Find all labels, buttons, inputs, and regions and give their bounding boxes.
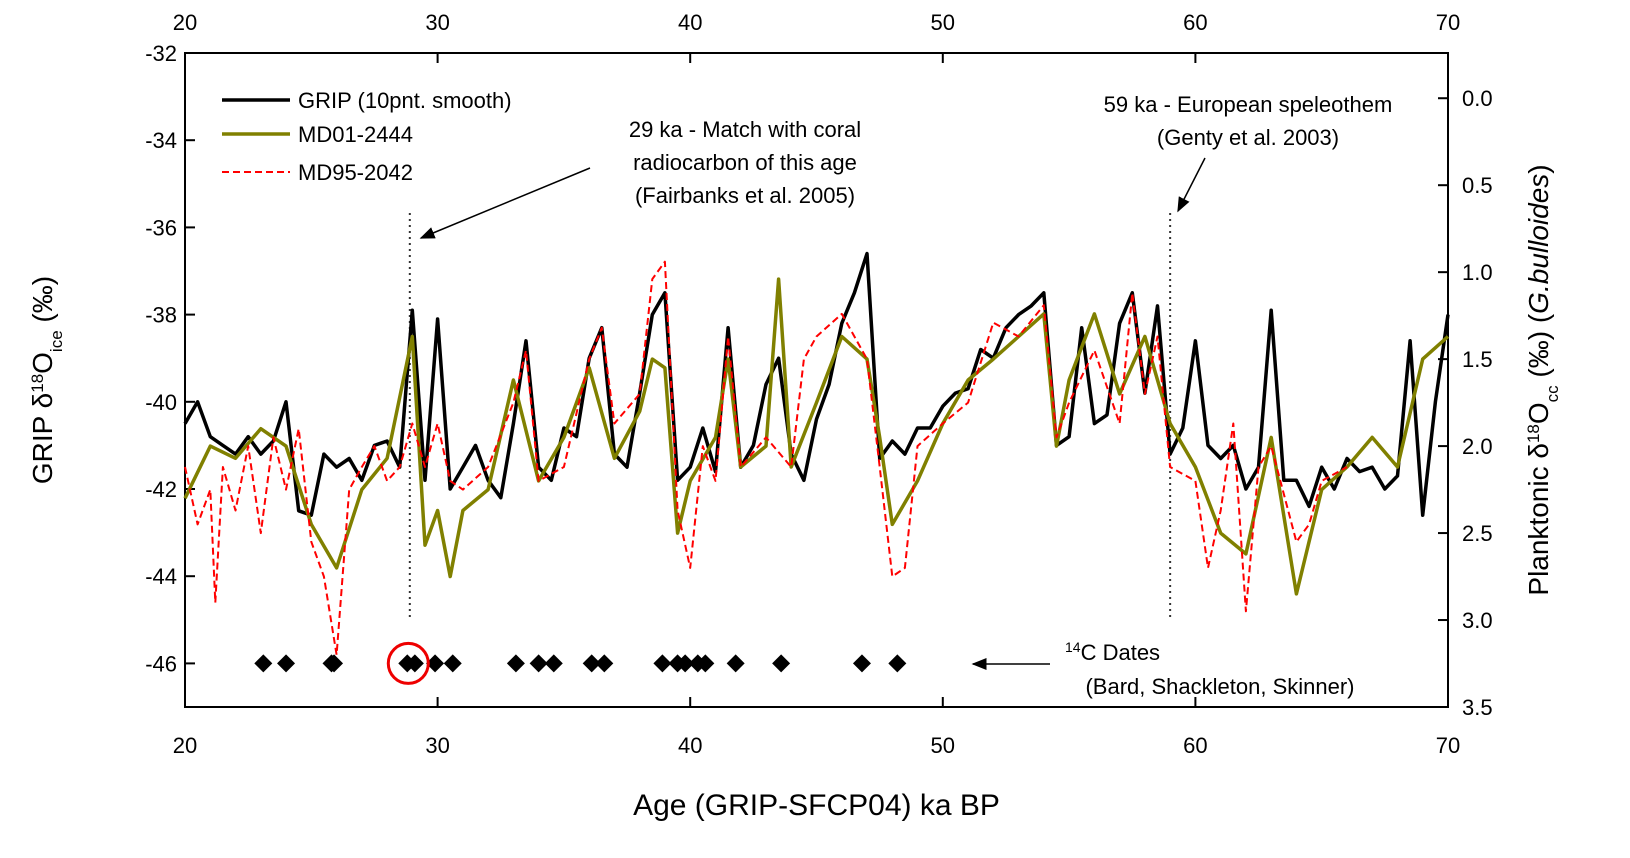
annotation-text: (Fairbanks et al. 2005) xyxy=(635,183,855,208)
y2-tick-label: 3.5 xyxy=(1462,695,1493,720)
date-marker xyxy=(325,654,344,673)
x-tick-label: 30 xyxy=(425,733,449,758)
y2-tick-label: 2.0 xyxy=(1462,434,1493,459)
x-tick-label-top: 50 xyxy=(931,10,955,35)
x-axis-label: Age (GRIP-SFCP04) ka BP xyxy=(633,789,1000,822)
date-marker xyxy=(405,654,424,673)
date-marker xyxy=(277,654,296,673)
legend-label: MD95-2042 xyxy=(298,160,413,185)
date-marker xyxy=(506,654,525,673)
y2-tick-label: 0.0 xyxy=(1462,86,1493,111)
y2-axis-label-part: 18 xyxy=(1524,424,1543,443)
x-tick-label-top: 70 xyxy=(1436,10,1460,35)
y-axis-label-part: (‰) xyxy=(27,276,58,330)
x-tick-label: 50 xyxy=(931,733,955,758)
y-axis-label: GRIP δ18Oice (‰) xyxy=(27,276,66,484)
y2-axis-label-part: G.bulloides xyxy=(1523,174,1554,314)
y-tick-label: -42 xyxy=(145,477,177,502)
y-tick-label: -36 xyxy=(145,215,177,240)
x-tick-label: 70 xyxy=(1436,733,1460,758)
x-tick-label: 40 xyxy=(678,733,702,758)
annotation-text: 59 ka - European speleothem xyxy=(1104,92,1393,117)
y-tick-label: -34 xyxy=(145,128,177,153)
date-marker xyxy=(582,654,601,673)
y2-tick-label: 0.5 xyxy=(1462,173,1493,198)
date-marker xyxy=(726,654,745,673)
date-marker xyxy=(254,654,273,673)
y2-axis-label: Planktonic δ18Occ (‰) (G.bulloides) xyxy=(1523,164,1562,595)
x-tick-label-top: 20 xyxy=(173,10,197,35)
series-line xyxy=(184,260,1348,656)
annotation-text: 29 ka - Match with coral xyxy=(629,117,861,142)
plot-area xyxy=(183,213,1450,685)
y2-axis-label-part: O xyxy=(1523,402,1554,424)
annotation-text: 14C Dates xyxy=(1065,639,1160,665)
series-line xyxy=(183,251,1450,517)
date-marker xyxy=(443,654,462,673)
annotation-arrow xyxy=(419,167,591,239)
y2-tick-label: 1.0 xyxy=(1462,260,1493,285)
date-marker xyxy=(772,654,791,673)
date-marker xyxy=(426,654,445,673)
highlight-circle xyxy=(386,641,430,685)
y-axis-label-part: 18 xyxy=(28,374,47,393)
x-tick-label: 60 xyxy=(1183,733,1207,758)
date-marker xyxy=(544,654,563,673)
y-axis-label-part: GRIP δ xyxy=(27,393,58,484)
plot-frame xyxy=(184,52,1449,708)
y-tick-label: -40 xyxy=(145,390,177,415)
y2-axis-label-part: ) xyxy=(1523,164,1554,173)
date-marker xyxy=(595,654,614,673)
annotation-part: 14 xyxy=(1065,639,1081,655)
y-tick-label: -46 xyxy=(145,651,177,676)
annotation-text: (Bard, Shackleton, Skinner) xyxy=(1085,674,1354,699)
y2-axis-label-part: Planktonic δ xyxy=(1523,443,1554,596)
date-marker xyxy=(852,654,871,673)
y-axis-label-part: O xyxy=(27,352,58,374)
date-marker xyxy=(529,654,548,673)
date-marker xyxy=(696,654,715,673)
legend-label: GRIP (10pnt. smooth) xyxy=(298,88,512,113)
x-tick-label-top: 60 xyxy=(1183,10,1207,35)
y2-axis-label-part: cc xyxy=(1543,385,1562,403)
y2-tick-label: 1.5 xyxy=(1462,347,1493,372)
y-tick-label: -38 xyxy=(145,303,177,328)
annotation-text: radiocarbon of this age xyxy=(633,150,857,175)
y2-axis-label-part: (‰) ( xyxy=(1523,313,1554,385)
x-tick-label-top: 30 xyxy=(425,10,449,35)
x-tick-label: 20 xyxy=(173,733,197,758)
y-tick-label: -44 xyxy=(145,564,177,589)
y-axis-label-part: ice xyxy=(47,330,66,352)
date-marker xyxy=(888,654,907,673)
y2-tick-label: 3.0 xyxy=(1462,608,1493,633)
annotation-text: (Genty et al. 2003) xyxy=(1157,125,1339,150)
date-marker xyxy=(676,654,695,673)
y-tick-label: -32 xyxy=(145,41,177,66)
y2-tick-label: 2.5 xyxy=(1462,521,1493,546)
annotation-arrow xyxy=(1177,157,1206,213)
x-tick-label-top: 40 xyxy=(678,10,702,35)
series-line xyxy=(183,277,1450,596)
date-marker xyxy=(653,654,672,673)
legend-label: MD01-2444 xyxy=(298,122,413,147)
annotation-part: C Dates xyxy=(1081,640,1160,665)
